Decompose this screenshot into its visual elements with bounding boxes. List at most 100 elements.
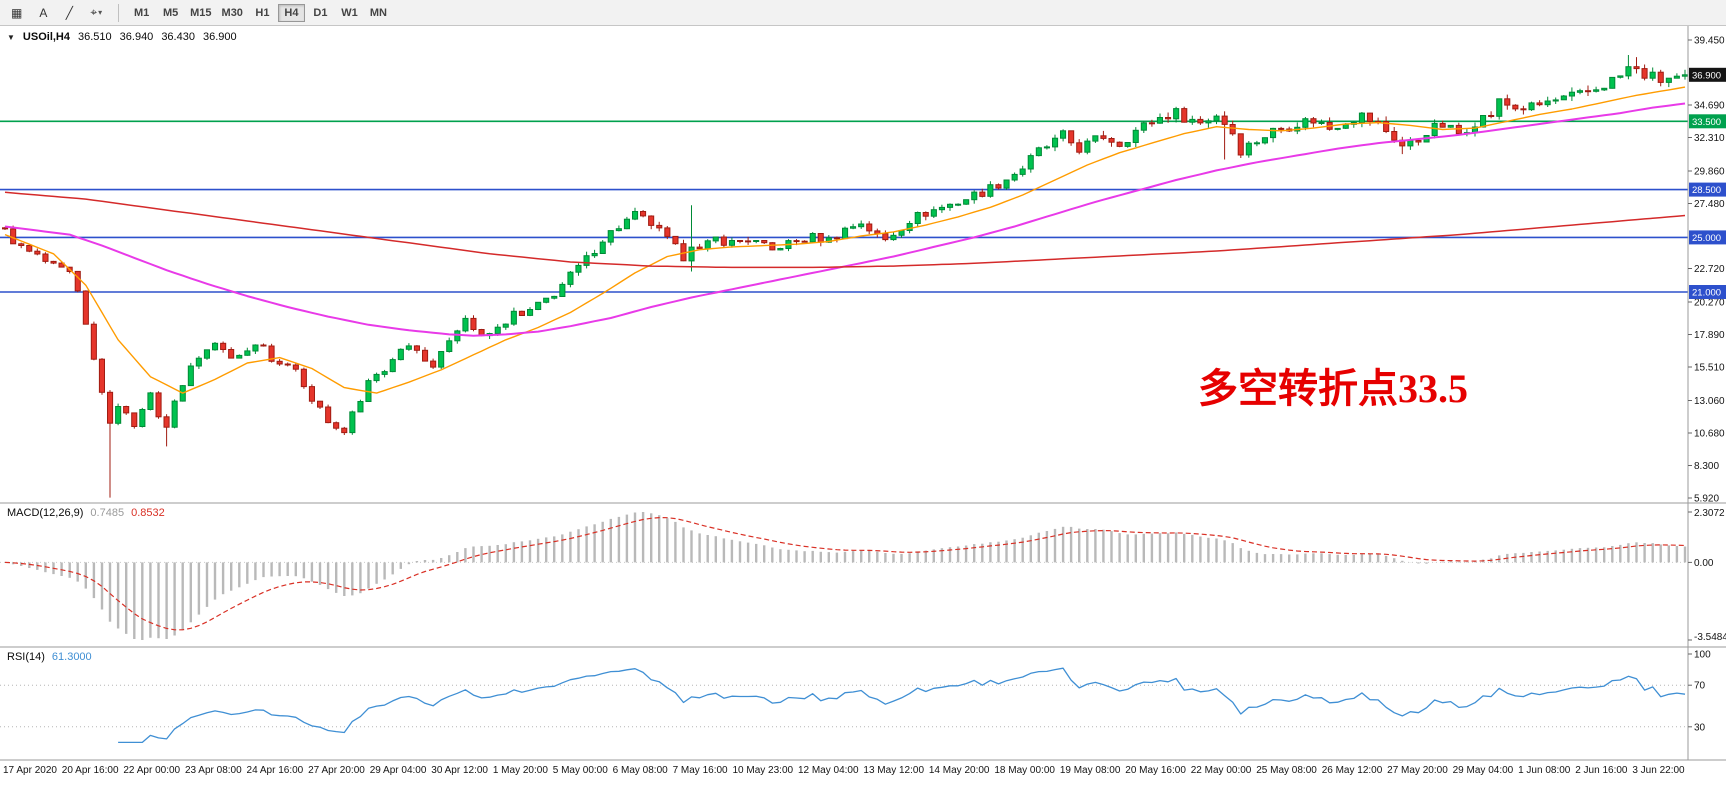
timeframe-d1-button[interactable]: D1 — [307, 4, 334, 22]
rsi-indicator-label: RSI(14) 61.3000 — [7, 651, 92, 663]
macd-indicator-label: MACD(12,26,9) 0.7485 0.8532 — [7, 507, 165, 519]
time-axis-label: 17 Apr 2020 — [3, 765, 57, 776]
ohlc-open-value: 36.510 — [78, 31, 112, 43]
time-axis-label: 10 May 23:00 — [732, 765, 794, 776]
price-tick-label: 32.310 — [1694, 133, 1725, 144]
time-axis-label: 3 Jun 22:00 — [1632, 765, 1685, 776]
rsi-tick-label: 30 — [1694, 722, 1706, 733]
dropdown-caret-icon: ▾ — [98, 8, 103, 17]
price-tag-33.500[interactable]: 33.500 — [1689, 114, 1726, 129]
price-tag-25.000-text: 25.000 — [1692, 233, 1721, 244]
last-price-tag-text: 36.900 — [1692, 70, 1721, 81]
last-price-tag: 36.900 — [1689, 67, 1726, 82]
price-tick-label: 34.690 — [1694, 101, 1725, 112]
collapse-triangle-icon[interactable]: ▼ — [7, 32, 15, 42]
price-tick-label: 5.920 — [1694, 494, 1719, 505]
time-axis-label: 27 May 20:00 — [1387, 765, 1448, 776]
time-axis-label: 24 Apr 16:00 — [246, 765, 304, 776]
time-axis-label: 13 May 12:00 — [863, 765, 925, 776]
timeframe-h1-button[interactable]: H1 — [249, 4, 276, 22]
price-tick-label: 10.680 — [1694, 429, 1725, 440]
macd-main-value: 0.7485 — [90, 507, 125, 519]
price-tag-33.500-text: 33.500 — [1692, 117, 1721, 128]
drawing-tools-group: ▦ A ╱ ⌖ ▾ — [4, 3, 109, 23]
time-axis: 17 Apr 2020 20 Apr 16:00 22 Apr 00:00 23 Ap… — [0, 765, 1688, 776]
time-axis-label: 12 May 04:00 — [797, 765, 859, 776]
timeframe-h4-button[interactable]: H4 — [277, 3, 305, 22]
chart-symbol-header: ▼ USOil,H4 36.510 36.940 36.430 36.900 — [7, 31, 237, 43]
trendline-tool-icon[interactable]: ╱ — [57, 3, 81, 23]
rsi-line — [118, 667, 1686, 744]
time-axis-label: 25 May 08:00 — [1256, 765, 1317, 776]
toolbar: ▦ A ╱ ⌖ ▾ M1 M5 M15 M30 H1 H4 D1 W1 MN — [0, 0, 1726, 26]
price-tick-label: 29.860 — [1694, 167, 1725, 178]
price-tag-28.500[interactable]: 28.500 — [1689, 182, 1726, 197]
rsi-name: RSI(14) — [7, 651, 45, 663]
time-axis-label: 1 Jun 08:00 — [1518, 765, 1571, 776]
timeframe-m30-button[interactable]: M30 — [218, 4, 247, 22]
time-axis-label: 1 May 20:00 — [492, 765, 548, 776]
ohlc-high-value: 36.940 — [119, 31, 154, 43]
panel-frame — [0, 26, 1726, 761]
chart-annotation-text[interactable]: 多空转折点33.5 — [1198, 366, 1468, 411]
macd-name: MACD(12,26,9) — [7, 507, 84, 519]
time-axis-label: 29 Apr 04:00 — [369, 765, 427, 776]
price-tag-21.000[interactable]: 21.000 — [1689, 285, 1726, 299]
time-axis-label: 20 Apr 16:00 — [61, 765, 119, 776]
price-tick-label: 13.060 — [1694, 396, 1725, 407]
timeframe-mn-button[interactable]: MN — [365, 4, 392, 22]
time-axis-label: 2 Jun 16:00 — [1575, 765, 1628, 776]
timeframe-w1-button[interactable]: W1 — [336, 4, 363, 22]
ohlc-low-value: 36.430 — [161, 31, 195, 43]
time-axis-label: 22 Apr 00:00 — [123, 765, 181, 776]
macd-signal-line — [4, 516, 1686, 631]
time-axis-label: 30 Apr 12:00 — [431, 765, 488, 776]
time-axis-label: 7 May 16:00 — [672, 765, 728, 776]
price-tag-21.000-text: 21.000 — [1692, 288, 1721, 299]
price-tag-28.500-text: 28.500 — [1692, 185, 1721, 196]
macd-tick-label: 2.3072 — [1694, 508, 1725, 519]
macd-histogram — [11, 512, 1687, 640]
rsi-axis-ticks: 100 70 30 — [1688, 650, 1711, 733]
price-tick-label: 27.480 — [1694, 199, 1725, 210]
symbol-period-label: USOil,H4 — [22, 31, 70, 43]
price-tick-label: 8.300 — [1694, 461, 1719, 472]
time-axis-label: 19 May 08:00 — [1059, 765, 1121, 776]
macd-signal-value: 0.8532 — [131, 507, 165, 519]
timeframe-buttons-group: M1 M5 M15 M30 H1 H4 D1 W1 MN — [128, 3, 392, 22]
price-tick-label: 20.270 — [1694, 298, 1725, 309]
time-axis-label: 22 May 00:00 — [1190, 765, 1252, 776]
time-axis-label: 14 May 20:00 — [928, 765, 990, 776]
price-tick-label: 17.890 — [1694, 330, 1725, 341]
price-tick-label: 22.720 — [1694, 264, 1725, 275]
main-chart-plot[interactable] — [0, 26, 1688, 506]
price-tag-25.000[interactable]: 25.000 — [1689, 230, 1726, 245]
timeframe-m1-button[interactable]: M1 — [128, 4, 155, 22]
rsi-tick-label: 100 — [1694, 650, 1711, 661]
price-axis-ticks: 39.450 34.690 32.310 29.860 27.480 22.720 20.2… — [1688, 36, 1725, 505]
toolbar-separator — [118, 3, 120, 22]
price-tick-label: 15.510 — [1694, 363, 1725, 374]
rsi-value: 61.3000 — [51, 651, 92, 663]
price-tick-label: 39.450 — [1694, 36, 1725, 47]
candlestick-series — [2, 55, 1689, 498]
time-axis-label: 29 May 04:00 — [1452, 765, 1514, 776]
time-axis-label: 5 May 00:00 — [552, 765, 608, 776]
macd-axis-ticks: 2.3072 0.00 -3.5484 — [1688, 508, 1726, 643]
chart-layout-icon[interactable]: ▦ — [4, 3, 29, 23]
rsi-tick-label: 70 — [1694, 681, 1706, 692]
timeframe-m5-button[interactable]: M5 — [157, 4, 184, 22]
shapes-tool-icon[interactable]: ⌖ ▾ — [83, 3, 109, 23]
ma-slow-red-line — [4, 191, 1686, 269]
macd-tick-label: 0.00 — [1694, 558, 1714, 569]
text-annotation-icon[interactable]: A — [31, 3, 55, 23]
time-axis-label: 23 Apr 08:00 — [184, 765, 242, 776]
time-axis-label: 27 Apr 20:00 — [308, 765, 365, 776]
timeframe-m15-button[interactable]: M15 — [186, 4, 215, 22]
macd-tick-label: -3.5484 — [1694, 632, 1726, 643]
ohlc-close-value: 36.900 — [202, 31, 237, 43]
time-axis-label: 18 May 00:00 — [994, 765, 1055, 776]
ma-fast-orange-line — [4, 86, 1686, 394]
